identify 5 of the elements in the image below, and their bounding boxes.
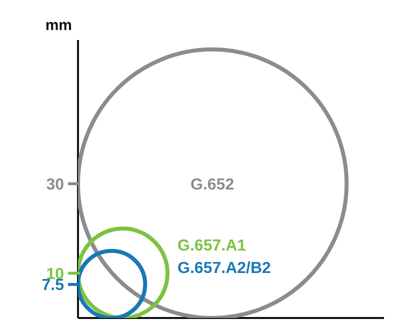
data-label: 30 <box>46 176 64 194</box>
category-label: G.657.A1 <box>178 237 246 254</box>
category-label: G.657.A2/B2 <box>178 260 272 277</box>
category-label: G.652 <box>190 176 234 194</box>
text: mm <box>45 17 72 34</box>
